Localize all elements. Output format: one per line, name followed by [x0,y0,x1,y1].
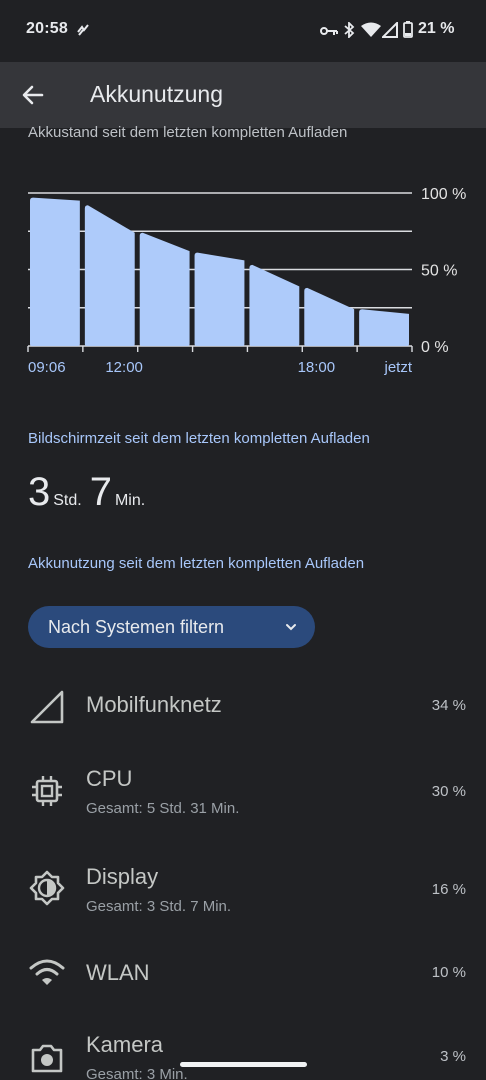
usage-item-percent: 16 % [431,881,466,898]
usage-item-percent: 3 % [440,1048,466,1065]
x-tick-label: 09:06 [28,359,66,376]
usage-item-subtitle: Gesamt: 5 Std. 31 Min. [86,800,240,817]
data-saver-icon [77,24,89,36]
back-arrow-icon[interactable] [18,80,48,110]
battery-percent: 21 % [418,20,455,37]
status-bar: 20:58 21 % [0,0,486,62]
x-tick-label: 12:00 [105,359,143,376]
battery-icon [403,21,413,38]
battery-bar [194,252,245,346]
battery-bar [359,309,409,346]
battery-bar [139,232,190,346]
screen-time-minutes: 7 [89,470,112,514]
usage-item-name: Kamera [86,1032,164,1057]
brightness-icon [29,870,65,906]
usage-item-wlan[interactable]: WLAN 10 % [0,946,486,1000]
usage-item-name: CPU [86,766,133,791]
chevron-down-icon [286,624,296,631]
usage-item-mobilfunknetz[interactable]: Mobilfunknetz 34 % [0,680,486,740]
cpu-chip-icon [32,776,62,806]
filter-dropdown-button[interactable]: Nach Systemen filtern [28,606,315,648]
screen-time-value: 3 Std. 7 Min. [28,470,153,515]
usage-item-subtitle: Gesamt: 3 Std. 7 Min. [86,898,232,915]
usage-item-cpu[interactable]: CPU Gesamt: 5 Std. 31 Min. 30 % [0,760,486,826]
screen-time-minutes-unit: Min. [114,492,146,509]
usage-item-percent: 30 % [431,783,466,800]
usage-label: Akkunutzung seit dem letzten kompletten … [28,555,365,572]
usage-item-subtitle: Gesamt: 3 Min. [86,1066,188,1080]
usage-item-display[interactable]: Display Gesamt: 3 Std. 7 Min. 16 % [0,858,486,924]
battery-bar [304,287,355,346]
cellular-signal-icon [30,690,64,724]
vpn-key-icon [320,27,338,35]
signal-status-icon [382,22,398,38]
camera-icon [31,1044,63,1073]
y-tick-label: 0 % [421,339,449,356]
usage-item-name: Display [86,864,159,889]
bluetooth-icon [344,22,355,38]
usage-item-name: WLAN [86,960,150,985]
screen-time-hours: 3 [28,470,51,514]
y-tick-label: 50 % [421,263,457,280]
gesture-nav-bar[interactable] [180,1062,307,1067]
app-bar: Akkunutzung [0,62,486,128]
x-tick-label: 18:00 [298,359,336,376]
usage-item-percent: 10 % [431,964,466,981]
y-tick-label: 100 % [421,186,466,203]
battery-chart: 100 % 50 % 0 % 09:06 12:00 18:00 jetzt [27,186,466,376]
usage-item-name: Mobilfunknetz [86,692,222,717]
chart-title: Akkustand seit dem letzten kompletten Au… [28,124,348,141]
usage-item-kamera[interactable]: Kamera Gesamt: 3 Min. 3 % [0,1026,486,1080]
screen-time-label: Bildschirmzeit seit dem letzten komplett… [28,430,370,447]
page-title: Akkunutzung [90,81,223,107]
battery-bar [30,197,80,346]
battery-bar [84,205,135,346]
battery-bar [249,264,300,346]
x-tick-label: jetzt [383,359,412,376]
wifi-icon [29,959,65,985]
wifi-status-icon [361,22,381,37]
filter-label: Nach Systemen filtern [48,617,225,637]
screen-time-hours-unit: Std. [53,492,82,509]
status-time: 20:58 [26,20,68,37]
usage-item-percent: 34 % [431,697,466,714]
